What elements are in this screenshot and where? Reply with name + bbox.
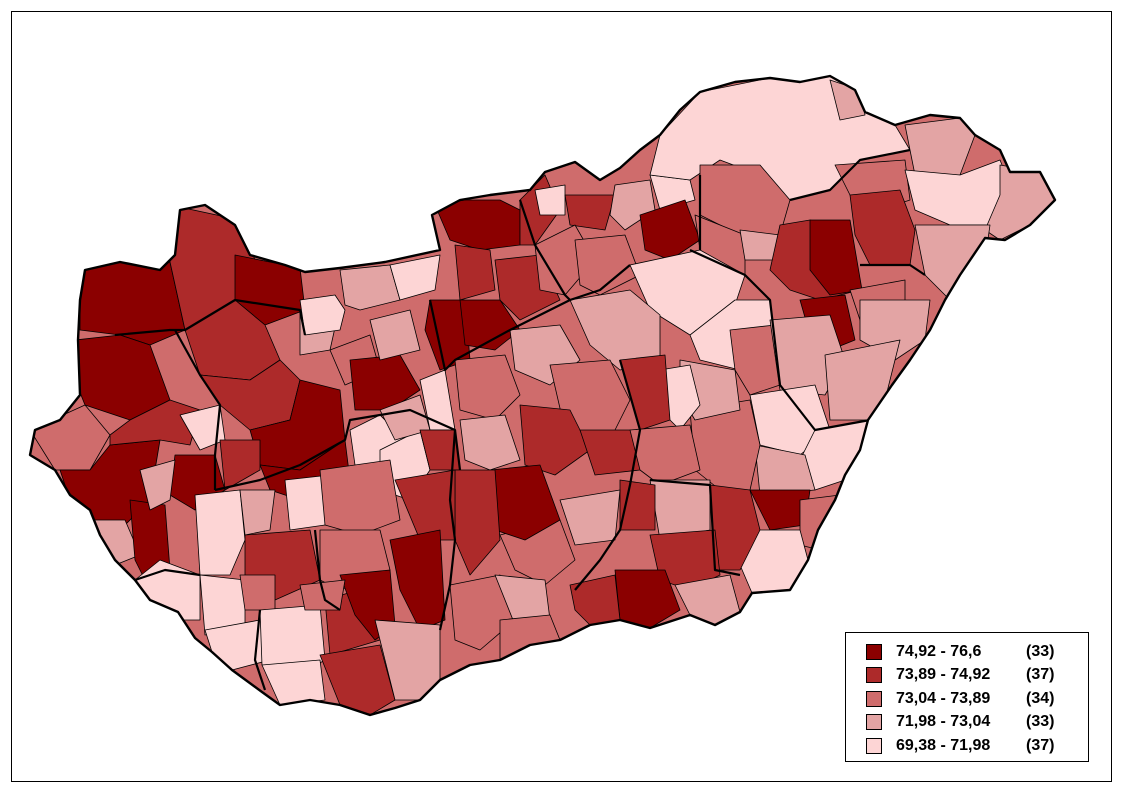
county-border	[214, 408, 462, 492]
district-region	[219, 439, 261, 491]
legend-count: (37)	[1026, 736, 1055, 754]
legend-item: 69,38 - 71,98 (37)	[866, 734, 1088, 758]
district-region	[139, 459, 176, 511]
county-border	[114, 298, 307, 337]
legend-range: 73,89 - 74,92	[896, 666, 991, 684]
district-region	[574, 234, 641, 296]
district-region	[194, 489, 246, 576]
county-border	[689, 248, 871, 432]
district-region	[809, 219, 863, 296]
district-region	[204, 619, 271, 671]
district-region	[369, 309, 421, 361]
legend-swatch	[866, 737, 882, 754]
district-region	[299, 579, 346, 611]
district-region	[389, 254, 441, 301]
legend-swatch	[866, 643, 882, 660]
legend-item: 73,89 - 74,92 (37)	[866, 664, 1088, 688]
legend-count: (33)	[1026, 642, 1055, 660]
map-legend: 74,92 - 76,6 (33) 73,89 - 74,92 (37) 73,…	[845, 632, 1089, 762]
district-region	[534, 184, 566, 216]
legend-swatch	[866, 667, 882, 684]
district-region	[639, 199, 701, 261]
county-border	[313, 529, 341, 611]
county-border	[438, 429, 457, 631]
district-region	[339, 264, 401, 311]
district-region	[454, 244, 496, 301]
legend-item: 74,92 - 76,6 (33)	[866, 640, 1088, 664]
district-region	[754, 444, 816, 496]
district-region	[79, 259, 186, 346]
district-region	[459, 299, 521, 351]
district-region	[454, 354, 521, 421]
county-border	[428, 264, 631, 372]
district-region	[904, 117, 976, 176]
legend-range: 73,04 - 73,89	[896, 689, 991, 707]
legend-range: 71,98 - 73,04	[896, 713, 991, 731]
legend-item: 73,04 - 73,89 (34)	[866, 687, 1088, 711]
legend-count: (33)	[1026, 713, 1055, 731]
district-region	[239, 489, 276, 536]
county-border	[518, 199, 571, 301]
county-border	[860, 263, 926, 276]
district-region	[299, 294, 346, 336]
district-region	[239, 574, 276, 611]
district-region	[564, 194, 616, 231]
district-region	[499, 614, 561, 661]
legend-swatch	[866, 690, 882, 707]
district-region	[459, 414, 521, 471]
district-region	[319, 459, 401, 536]
county-border	[253, 609, 267, 691]
county-border	[174, 329, 222, 490]
legend-range: 74,92 - 76,6	[896, 642, 982, 660]
district-region	[519, 404, 591, 476]
district-region	[261, 659, 326, 706]
district-region	[449, 574, 516, 651]
district-region	[319, 644, 396, 715]
district-region	[559, 489, 621, 546]
district-region	[424, 299, 471, 371]
district-region	[109, 399, 201, 446]
county-border	[574, 359, 642, 591]
legend-count: (37)	[1026, 666, 1055, 684]
legend-item: 71,98 - 73,04 (33)	[866, 711, 1088, 735]
county-border	[789, 148, 911, 202]
county-border	[134, 568, 201, 582]
legend-range: 69,38 - 71,98	[896, 736, 991, 754]
legend-swatch	[866, 714, 882, 731]
legend-count: (34)	[1026, 689, 1055, 707]
district-region	[729, 324, 781, 396]
district-region	[629, 424, 701, 486]
county-border	[649, 478, 741, 577]
